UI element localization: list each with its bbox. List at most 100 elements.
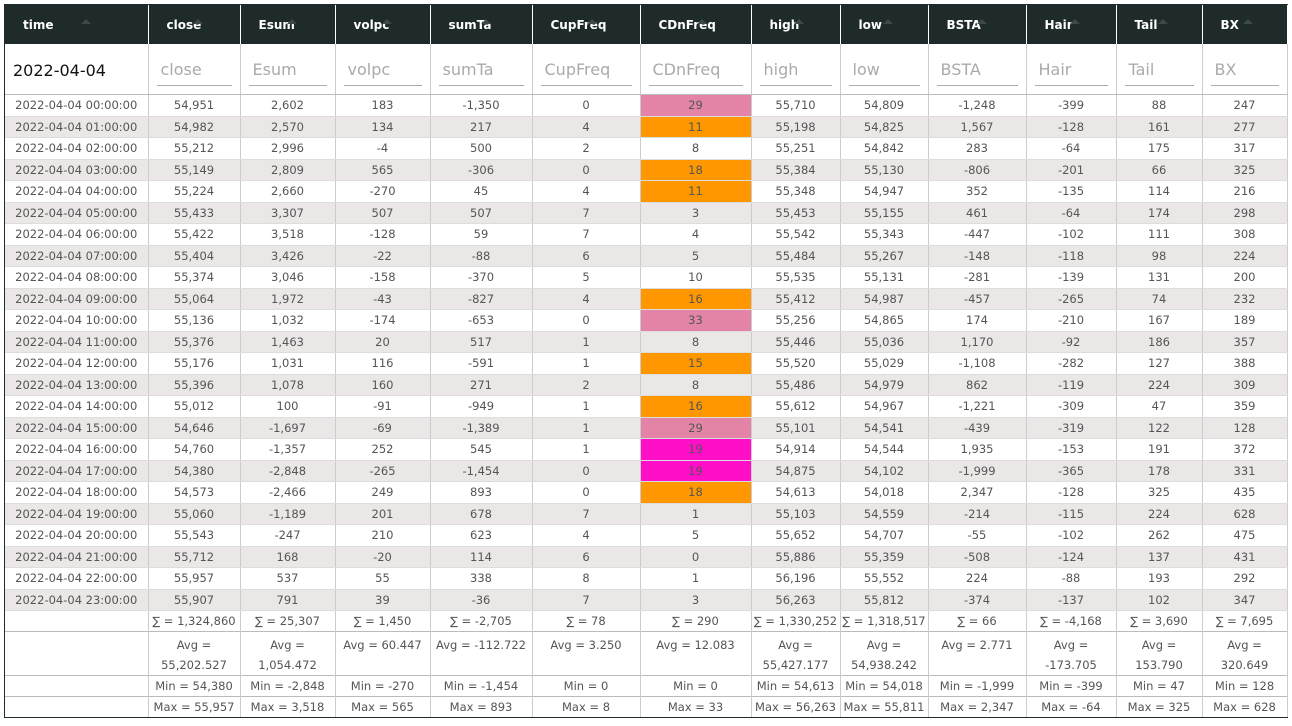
table-cell: 277 — [1202, 116, 1288, 138]
footer-cell — [5, 696, 149, 717]
filter-input[interactable]: close — [156, 52, 232, 86]
column-header[interactable]: high — [751, 5, 841, 44]
table-cell: 2022-04-04 16:00:00 — [5, 438, 149, 461]
table-cell: 298 — [1202, 202, 1288, 224]
column-header[interactable]: Esum — [240, 5, 336, 44]
sort-icon — [80, 19, 91, 24]
table-cell: -69 — [335, 417, 431, 439]
table-cell: 11 — [640, 116, 752, 138]
table-cell: 1,032 — [240, 309, 336, 332]
table-cell: 517 — [430, 331, 533, 353]
table-cell: 507 — [430, 202, 533, 224]
table-cell: 8 — [640, 374, 752, 396]
table-cell: -1,350 — [430, 94, 533, 117]
table-cell: 29 — [640, 94, 752, 117]
column-header[interactable]: low — [840, 5, 929, 44]
table-cell: 2022-04-04 12:00:00 — [5, 352, 149, 375]
table-row: 2022-04-04 00:00:00 54,951 2,602 183 -1,350 0… — [5, 94, 1288, 117]
filter-input[interactable]: sumTa — [438, 52, 524, 86]
table-row: 2022-04-04 05:00:00 55,433 3,307 507 507 7 3 55… — [5, 202, 1288, 224]
table-cell: 0 — [640, 546, 752, 568]
filter-input[interactable]: CupFreq — [540, 52, 632, 86]
table-cell: 54,613 — [751, 481, 841, 504]
column-header[interactable]: Hair — [1026, 5, 1117, 44]
table-cell: 55,267 — [840, 245, 929, 267]
footer-cell: Max = 33 — [640, 696, 752, 717]
table-cell: 6 — [532, 245, 641, 267]
table-cell: 2022-04-04 15:00:00 — [5, 417, 149, 439]
column-header[interactable]: volpc — [335, 5, 431, 44]
column-header[interactable]: close — [148, 5, 241, 44]
filter-input[interactable]: low — [848, 52, 920, 86]
column-header[interactable]: CupFreq — [532, 5, 641, 44]
table-cell: 210 — [335, 524, 431, 547]
filter-input[interactable]: BX — [1210, 52, 1279, 86]
filter-cell: 2022-04-04 — [5, 44, 149, 95]
sort-icon — [1069, 19, 1080, 24]
table-cell: 55,520 — [751, 352, 841, 375]
sort-icon — [1242, 19, 1253, 24]
footer-row: Min = 54,380 Min = -2,848 Min = -270 Min = … — [5, 675, 1288, 697]
table-cell: -508 — [928, 546, 1027, 568]
sort-icon — [882, 19, 893, 24]
table-cell: 2022-04-04 04:00:00 — [5, 180, 149, 203]
table-cell: 186 — [1116, 331, 1203, 353]
filter-cell: BSTA — [928, 44, 1027, 95]
table-cell: -88 — [430, 245, 533, 267]
filter-input[interactable]: volpc — [343, 52, 422, 86]
table-cell: 127 — [1116, 352, 1203, 375]
table-cell: 217 — [430, 116, 533, 138]
filter-input[interactable]: high — [759, 52, 832, 86]
table-cell: -1,108 — [928, 352, 1027, 375]
table-cell: 537 — [240, 567, 336, 590]
table-cell: 20 — [335, 331, 431, 353]
footer-cell: Min = -2,848 — [240, 675, 336, 697]
filter-input[interactable]: Tail — [1124, 52, 1194, 86]
table-row: 2022-04-04 07:00:00 55,404 3,426 -22 -88 6 5 55… — [5, 245, 1288, 267]
filter-input[interactable]: BSTA — [936, 52, 1018, 86]
table-cell: 55,251 — [751, 137, 841, 160]
table-cell: 15 — [640, 352, 752, 375]
column-title: close — [166, 17, 202, 32]
table-cell: 55,907 — [148, 589, 241, 611]
footer-cell: Max = 3,518 — [240, 696, 336, 717]
table-row: 2022-04-04 09:00:00 55,064 1,972 -43 -827 4 16… — [5, 288, 1288, 310]
table-cell: 168 — [240, 546, 336, 568]
table-cell: 59 — [430, 223, 533, 246]
table-cell: 55,886 — [751, 546, 841, 568]
table-cell: 29 — [640, 417, 752, 439]
table-cell: 167 — [1116, 309, 1203, 332]
column-header[interactable]: time — [5, 5, 149, 44]
table-cell: 55,396 — [148, 374, 241, 396]
table-cell: -591 — [430, 352, 533, 375]
column-header[interactable]: Tail — [1116, 5, 1203, 44]
filter-input[interactable]: Hair — [1034, 52, 1108, 86]
table-cell: 862 — [928, 374, 1027, 396]
table-cell: 3,307 — [240, 202, 336, 224]
table-cell: -22 — [335, 245, 431, 267]
filter-input[interactable]: Esum — [248, 52, 327, 86]
table-cell: 33 — [640, 309, 752, 332]
column-header[interactable]: sumTa — [430, 5, 533, 44]
filter-input[interactable]: 2022-04-04 — [13, 60, 106, 80]
table-cell: 55,446 — [751, 331, 841, 353]
table-cell: 1,567 — [928, 116, 1027, 138]
table-cell: 2022-04-04 08:00:00 — [5, 266, 149, 289]
table-cell: 3,046 — [240, 266, 336, 289]
table-cell: 55,136 — [148, 309, 241, 332]
column-header[interactable]: BX — [1202, 5, 1288, 44]
table-cell: 55,422 — [148, 223, 241, 246]
filter-input[interactable]: CDnFreq — [648, 52, 743, 86]
data-table: time close Esum volpc sumTa CupFreq CDnFreq hig… — [5, 5, 1288, 717]
column-header[interactable]: CDnFreq — [640, 5, 752, 44]
table-cell: 114 — [430, 546, 533, 568]
table-cell: 1,170 — [928, 331, 1027, 353]
table-cell: -137 — [1026, 589, 1117, 611]
table-cell: 5 — [532, 266, 641, 289]
table-cell: 7 — [532, 503, 641, 525]
column-header[interactable]: BSTA — [928, 5, 1027, 44]
table-cell: 388 — [1202, 352, 1288, 375]
table-cell: -306 — [430, 159, 533, 181]
table-cell: 325 — [1202, 159, 1288, 181]
table-cell: -319 — [1026, 417, 1117, 439]
